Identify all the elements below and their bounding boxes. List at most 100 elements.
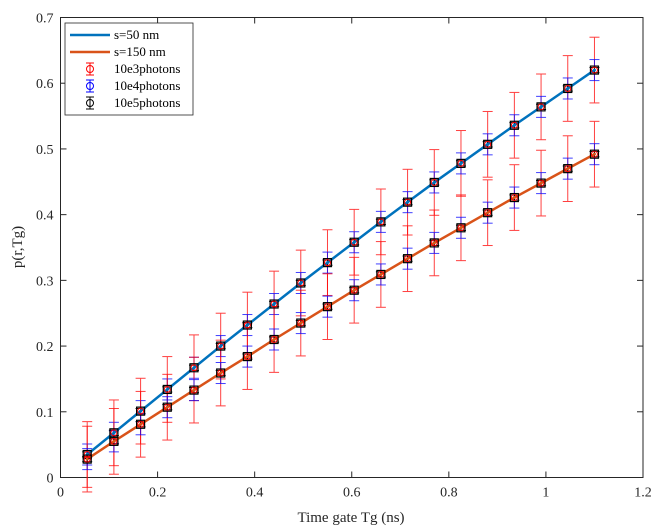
marker-10e3 bbox=[564, 165, 572, 173]
marker-10e5 bbox=[376, 217, 386, 227]
marker-10e3 bbox=[270, 300, 278, 308]
marker-10e3 bbox=[243, 321, 251, 329]
y-tick-label: 0 bbox=[47, 472, 54, 487]
legend-errorbar-icon bbox=[86, 96, 94, 110]
x-axis-label: Time gate Tg (ns) bbox=[297, 510, 404, 526]
marker-10e5 bbox=[509, 120, 519, 130]
marker-10e5 bbox=[135, 419, 146, 429]
marker-10e5 bbox=[536, 178, 546, 188]
data-point bbox=[192, 388, 196, 392]
legend-errorbar-icon bbox=[86, 79, 94, 93]
data-point bbox=[432, 241, 436, 245]
legend: s=50 nm s=150 nm 10e3photons 10e4photons… bbox=[64, 22, 194, 116]
marker-10e5 bbox=[483, 208, 493, 218]
x-tick-label: 0.4 bbox=[246, 486, 264, 501]
data-point bbox=[245, 323, 249, 327]
marker-10e5 bbox=[536, 102, 546, 112]
marker-10e3 bbox=[217, 369, 225, 377]
marker-10e5 bbox=[296, 278, 306, 288]
x-tick-label: 1 bbox=[542, 486, 549, 501]
data-point bbox=[539, 181, 543, 185]
legend-label-s150: s=150 nm bbox=[114, 44, 166, 59]
marker-10e3 bbox=[190, 386, 198, 394]
marker-10e5 bbox=[162, 384, 172, 395]
data-point bbox=[219, 344, 223, 348]
marker-10e3 bbox=[404, 255, 412, 263]
x-tick-label: 0.6 bbox=[343, 486, 361, 501]
y-tick-label: 0.5 bbox=[36, 143, 54, 158]
marker-10e3 bbox=[110, 429, 118, 437]
marker-10e5 bbox=[563, 83, 573, 94]
legend-label-10e4: 10e4photons bbox=[114, 78, 180, 93]
data-point bbox=[165, 405, 169, 409]
marker-10e3 bbox=[377, 218, 385, 226]
data-point bbox=[352, 240, 356, 244]
data-point bbox=[539, 105, 543, 109]
marker-10e3 bbox=[430, 178, 438, 186]
marker-10e3 bbox=[137, 420, 145, 428]
data-point bbox=[379, 220, 383, 224]
marker-10e5 bbox=[216, 341, 226, 351]
marker-10e3 bbox=[457, 159, 465, 167]
marker-10e3 bbox=[510, 121, 518, 129]
x-tick-label: 0.8 bbox=[440, 486, 458, 501]
marker-10e3 bbox=[564, 84, 572, 92]
marker-10e5 bbox=[589, 149, 600, 159]
x-tick-label: 1.2 bbox=[634, 486, 652, 501]
data-point bbox=[325, 261, 329, 265]
data-point bbox=[272, 302, 276, 306]
legend-label-10e3: 10e3photons bbox=[114, 61, 180, 76]
marker-10e5 bbox=[589, 65, 600, 75]
marker-10e3 bbox=[163, 385, 171, 393]
marker-10e3 bbox=[243, 353, 251, 361]
marker-10e5 bbox=[349, 285, 359, 295]
marker-10e5 bbox=[456, 158, 466, 168]
marker-10e3 bbox=[377, 270, 385, 278]
data-point bbox=[432, 180, 436, 184]
marker-10e3 bbox=[590, 150, 598, 158]
marker-10e3 bbox=[484, 209, 492, 217]
data-point bbox=[379, 272, 383, 276]
data-point bbox=[459, 161, 463, 165]
data-point bbox=[165, 387, 169, 391]
marker-10e3 bbox=[83, 455, 91, 463]
marker-10e3 bbox=[110, 437, 118, 445]
marker-10e3 bbox=[217, 342, 225, 350]
marker-10e5 bbox=[109, 436, 119, 446]
marker-10e5 bbox=[429, 177, 439, 188]
marker-10e3 bbox=[83, 451, 91, 458]
marker-10e3 bbox=[430, 239, 438, 247]
marker-10e3 bbox=[323, 259, 331, 267]
marker-10e5 bbox=[402, 197, 413, 207]
marker-10e3 bbox=[590, 66, 598, 74]
marker-10e5 bbox=[563, 164, 573, 174]
data-point bbox=[192, 366, 196, 370]
marker-10e5 bbox=[322, 258, 333, 268]
data-point bbox=[352, 288, 356, 292]
y-tick-label: 0.3 bbox=[36, 274, 54, 289]
data-point bbox=[219, 371, 223, 375]
y-tick-label: 0.2 bbox=[36, 340, 54, 355]
data-point bbox=[512, 123, 516, 127]
marker-10e5 bbox=[189, 385, 199, 395]
data-point bbox=[112, 439, 116, 443]
data-point bbox=[406, 257, 410, 261]
marker-10e3 bbox=[270, 336, 278, 343]
marker-10e5 bbox=[429, 238, 439, 248]
marker-10e5 bbox=[483, 139, 493, 149]
marker-10e3 bbox=[297, 279, 305, 287]
marker-10e5 bbox=[509, 192, 519, 203]
data-point bbox=[325, 305, 329, 309]
marker-10e3 bbox=[190, 364, 198, 372]
marker-10e5 bbox=[269, 334, 279, 345]
marker-10e5 bbox=[296, 318, 306, 328]
marker-10e5 bbox=[82, 454, 92, 464]
data-point bbox=[592, 68, 596, 72]
data-point bbox=[299, 321, 303, 325]
marker-10e5 bbox=[242, 320, 252, 330]
data-point bbox=[459, 226, 463, 230]
data-point bbox=[272, 338, 276, 341]
legend-label-s50: s=50 nm bbox=[114, 27, 159, 42]
marker-10e5 bbox=[216, 368, 226, 378]
